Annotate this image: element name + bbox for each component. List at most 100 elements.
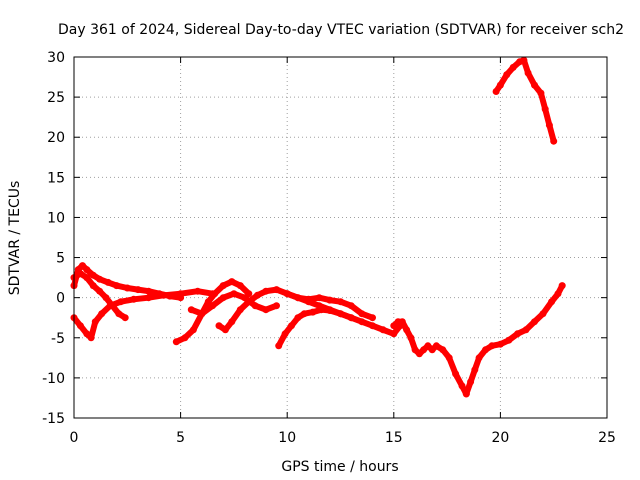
x-tick-label: 15 (385, 430, 403, 446)
data-point (492, 88, 500, 95)
data-point (89, 282, 97, 290)
y-tick-label: -10 (42, 371, 65, 387)
data-point (253, 291, 261, 299)
series-arc-11 (492, 56, 558, 145)
data-point (558, 282, 566, 290)
data-point (177, 290, 185, 298)
data-point (315, 294, 323, 302)
x-tick-label: 0 (70, 430, 79, 446)
y-tick-label: 10 (47, 210, 65, 226)
data-point (115, 310, 123, 318)
series-arc-8 (283, 290, 376, 322)
data-point (347, 302, 355, 310)
data-point (505, 336, 513, 344)
data-point (503, 71, 511, 79)
data-point (390, 330, 398, 338)
data-point (326, 296, 334, 304)
series-trace (173, 278, 252, 345)
data-point (130, 295, 138, 303)
data-point (230, 290, 238, 298)
data-point (445, 354, 453, 362)
data-point (236, 282, 244, 290)
data-point (467, 378, 475, 386)
x-tick-label: 10 (278, 430, 296, 446)
data-point (462, 390, 470, 398)
data-point (241, 294, 249, 302)
ticks: 0 5 10 15 20 25 -15 -10 -5 0 5 10 15 20 25 30 (42, 50, 616, 446)
x-tick-label: 20 (491, 430, 509, 446)
data-point (123, 284, 131, 292)
data-point (113, 282, 121, 290)
y-tick-label: 20 (47, 130, 65, 146)
data-point (432, 342, 440, 350)
series-arc-4 (172, 278, 253, 346)
data-point (347, 314, 355, 322)
data-point (369, 314, 376, 322)
data-point (134, 286, 142, 294)
data-point (531, 81, 538, 89)
data-point (251, 302, 259, 310)
data-layer (70, 56, 566, 398)
data-point (106, 302, 114, 310)
data-point (545, 121, 553, 129)
data-point (496, 81, 504, 89)
data-point (219, 294, 227, 302)
data-point (102, 294, 110, 302)
data-point (369, 322, 376, 330)
data-point (309, 308, 317, 316)
data-point (550, 137, 558, 145)
data-point (76, 322, 84, 330)
data-point (554, 290, 562, 298)
series-arc-7 (275, 306, 404, 350)
data-point (160, 291, 167, 299)
data-point (215, 322, 223, 330)
data-point (236, 306, 244, 314)
data-point (83, 266, 91, 274)
data-point (91, 318, 99, 326)
data-point (273, 286, 280, 294)
y-tick-label: 15 (47, 170, 65, 186)
data-point (407, 334, 415, 342)
data-point (145, 294, 153, 302)
data-point (98, 310, 106, 318)
data-point (198, 310, 206, 318)
data-point (281, 330, 289, 338)
data-point (283, 290, 291, 298)
x-tick-label: 25 (598, 430, 616, 446)
data-point (522, 326, 530, 334)
y-tick-label: 5 (56, 251, 65, 267)
x-tick-label: 5 (176, 430, 185, 446)
data-point (439, 346, 447, 354)
data-point (228, 318, 236, 326)
data-point (537, 89, 545, 97)
x-axis-label: GPS time / hours (281, 459, 398, 475)
data-point (358, 318, 366, 326)
data-point (121, 314, 129, 322)
data-point (337, 310, 344, 318)
data-point (221, 326, 229, 334)
data-point (83, 274, 91, 282)
data-point (172, 338, 180, 346)
y-tick-label: 0 (56, 291, 65, 307)
data-point (458, 382, 466, 390)
data-point (514, 330, 521, 338)
data-point (194, 287, 202, 295)
data-point (262, 287, 270, 295)
data-point (273, 302, 280, 310)
data-point (488, 342, 496, 350)
data-point (294, 314, 302, 322)
data-point (326, 307, 334, 314)
data-point (403, 326, 411, 334)
plot-frame (73, 56, 608, 419)
data-point (262, 306, 270, 314)
data-point (89, 271, 97, 279)
data-point (482, 346, 489, 354)
data-point (96, 275, 104, 283)
data-point (96, 287, 104, 295)
series-arc-10 (462, 282, 566, 398)
chart-title: Day 361 of 2024, Sidereal Day-to-day VTE… (58, 22, 624, 38)
y-tick-label: -15 (42, 411, 65, 427)
data-point (496, 340, 504, 348)
